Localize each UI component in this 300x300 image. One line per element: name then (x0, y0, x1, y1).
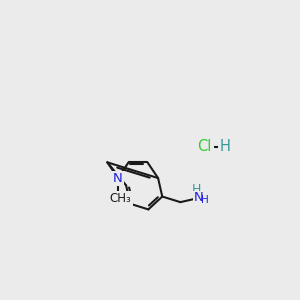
Text: H: H (191, 183, 201, 196)
Text: H: H (201, 195, 209, 205)
Text: Cl: Cl (197, 140, 212, 154)
Text: N: N (194, 191, 204, 204)
Text: N: N (113, 172, 123, 184)
Text: CH₃: CH₃ (110, 192, 132, 205)
Text: H: H (220, 140, 231, 154)
